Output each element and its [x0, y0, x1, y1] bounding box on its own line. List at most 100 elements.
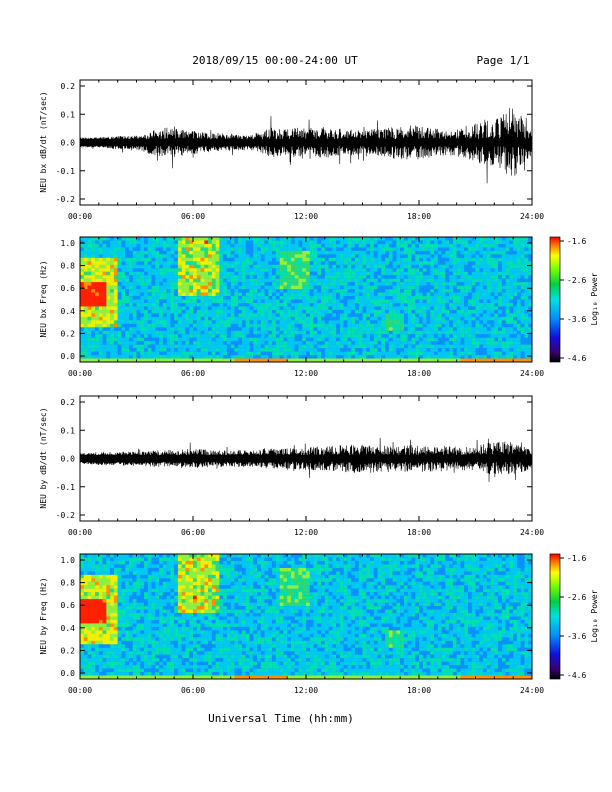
spectrogram-cell: [381, 330, 386, 335]
spectrogram-cell: [381, 237, 386, 241]
spectrogram-cell: [264, 323, 269, 328]
spectrogram-cell: [294, 355, 299, 359]
spectrogram-cell: [181, 351, 186, 356]
spectrogram-cell: [83, 243, 88, 248]
spectrogram-cell: [245, 268, 250, 272]
spectrogram-cell: [147, 323, 152, 328]
spectrogram-cell: [509, 337, 514, 342]
spectrogram-cell: [294, 327, 299, 331]
spectrogram-cell: [211, 330, 216, 335]
spectrogram-cell: [132, 292, 137, 297]
spectrogram-cell: [264, 247, 269, 252]
spectrogram-cell: [110, 581, 115, 586]
spectrogram-cell: [475, 313, 480, 318]
spectrogram-cell: [449, 285, 454, 290]
spectrogram-cell: [339, 334, 344, 338]
spectrogram-cell: [351, 237, 356, 241]
x-tick-label: 24:00: [520, 212, 544, 221]
spectrogram-cell: [170, 302, 175, 307]
spectrogram-cell: [102, 619, 107, 624]
spectrogram-cell: [162, 327, 167, 331]
spectrogram-cell: [117, 613, 122, 617]
spectrogram-cell: [253, 323, 258, 328]
spectrogram-cell: [102, 557, 107, 562]
spectrogram-cell: [181, 268, 186, 272]
spectrogram-cell: [336, 299, 341, 304]
spectrogram-cell: [147, 355, 152, 359]
spectrogram-cell: [445, 334, 450, 338]
spectrogram-cell: [419, 264, 423, 269]
spectrogram-cell: [211, 292, 216, 297]
spectrogram-cell: [426, 261, 431, 265]
spectrogram-cell: [200, 299, 205, 304]
spectrogram-cell: [524, 316, 529, 321]
spectrogram-cell: [155, 240, 160, 245]
spectrogram-cell: [336, 327, 341, 331]
spectrogram-cell: [490, 334, 495, 338]
spectrogram-cell: [516, 268, 521, 272]
spectrogram-cell: [407, 289, 412, 293]
spectrogram-cell: [306, 240, 310, 245]
spectrogram-cell: [128, 243, 133, 248]
spectrogram-cell: [513, 292, 518, 297]
spectrogram-cell: [238, 337, 243, 342]
spectrogram-cell: [449, 264, 454, 269]
spectrogram-cell: [83, 581, 88, 586]
spectrogram-cell: [204, 316, 209, 321]
spectrogram-cell: [275, 351, 280, 356]
spectrogram-cell: [125, 344, 130, 349]
spectrogram-cell: [249, 313, 254, 318]
spectrogram-cell: [80, 554, 84, 558]
spectrogram-cell: [102, 675, 107, 680]
spectrogram-cell: [430, 282, 435, 286]
spectrogram-cell: [388, 344, 393, 349]
spectrogram-cell: [528, 254, 533, 259]
spectrogram-cell: [185, 348, 190, 352]
spectrogram-cell: [313, 348, 318, 352]
spectrogram-cell: [264, 351, 269, 356]
spectrogram-cell: [128, 299, 133, 304]
spectrogram-cell: [272, 289, 277, 293]
spectrogram-cell: [211, 271, 216, 276]
spectrogram-cell: [419, 292, 423, 297]
spectrogram-cell: [483, 313, 487, 318]
spectrogram-cell: [91, 358, 96, 363]
spectrogram-cell: [486, 348, 491, 352]
spectrogram-cell: [509, 264, 514, 269]
spectrogram-cell: [253, 250, 258, 255]
spectrogram-cell: [245, 323, 250, 328]
spectrogram-cell: [189, 268, 194, 272]
spectrogram-cell: [117, 243, 122, 248]
x-tick-label: 00:00: [68, 369, 92, 378]
spectrogram-cell: [102, 672, 107, 676]
spectrogram-cell: [520, 320, 525, 324]
spectrogram-cell: [483, 271, 487, 276]
spectrogram-cell: [336, 341, 341, 345]
spectrogram-cell: [193, 355, 197, 359]
spectrogram-cell: [162, 285, 167, 290]
spectrogram-cell: [373, 302, 378, 307]
spectrogram-cell: [174, 334, 179, 338]
spectrogram-cell: [354, 337, 359, 342]
spectrogram-cell: [87, 672, 92, 676]
spectrogram-cell: [400, 247, 405, 252]
spectrogram-cell: [87, 243, 92, 248]
spectrogram-cell: [505, 358, 510, 363]
spectrogram-cell: [373, 358, 378, 363]
spectrogram-cell: [241, 306, 246, 311]
spectrogram-cell: [268, 337, 273, 342]
spectrogram-cell: [95, 595, 100, 600]
spectrogram-cell: [306, 327, 310, 331]
bx-spectrogram-axes: 00:00 06:00 12:00 18:00 24:001.00.80.60.40.2…: [61, 237, 544, 378]
spectrogram-cell: [471, 275, 476, 279]
spectrogram-cell: [102, 261, 107, 265]
spectrogram-cell: [272, 330, 277, 335]
spectrogram-cell: [324, 285, 329, 290]
spectrogram-cell: [494, 351, 499, 356]
spectrogram-cell: [87, 337, 92, 342]
spectrogram-cell: [98, 330, 103, 335]
spectrogram-cell: [177, 254, 182, 259]
spectrogram-cell: [377, 341, 382, 345]
spectrogram-cell: [336, 268, 341, 272]
spectrogram-cell: [106, 330, 111, 335]
